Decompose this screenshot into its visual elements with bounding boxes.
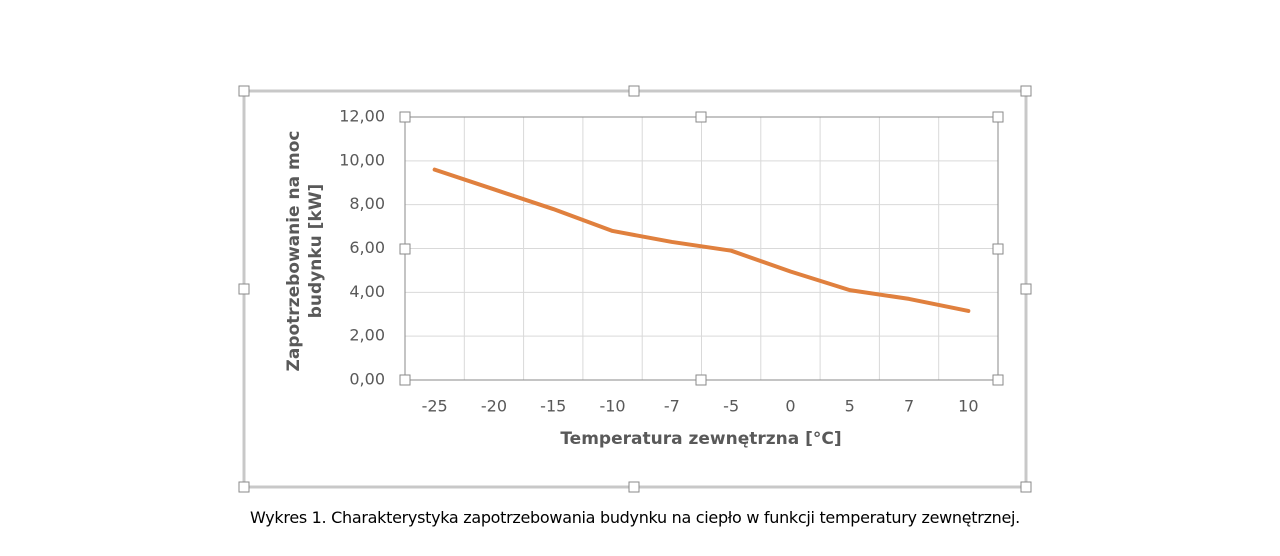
- x-tick-label: 0: [785, 397, 795, 416]
- x-axis-title: Temperatura zewnętrzna [°C]: [560, 429, 841, 449]
- x-tick-label: -15: [540, 397, 566, 416]
- y-tick-label: 4,00: [349, 282, 385, 301]
- y-tick-label: 8,00: [349, 194, 385, 213]
- y-tick-label: 2,00: [349, 326, 385, 345]
- caption: Wykres 1. Charakterystyka zapotrzebowani…: [250, 508, 1020, 527]
- data-line: [432, 167, 971, 313]
- y-tick-label: 6,00: [349, 238, 385, 257]
- x-tick-label: -10: [599, 397, 625, 416]
- x-tick-label: -7: [664, 397, 680, 416]
- y-tick-label: 12,00: [339, 107, 385, 126]
- y-tick-label: 10,00: [339, 150, 385, 169]
- x-tick-label: -20: [481, 397, 507, 416]
- x-tick-label: -5: [723, 397, 739, 416]
- x-tick-label: 5: [845, 397, 855, 416]
- selection-handles: [238, 85, 1032, 493]
- x-tick-label: 10: [958, 397, 978, 416]
- y-tick-label: 0,00: [349, 370, 385, 389]
- x-tick-label: -25: [422, 397, 448, 416]
- x-tick-label: 7: [904, 397, 914, 416]
